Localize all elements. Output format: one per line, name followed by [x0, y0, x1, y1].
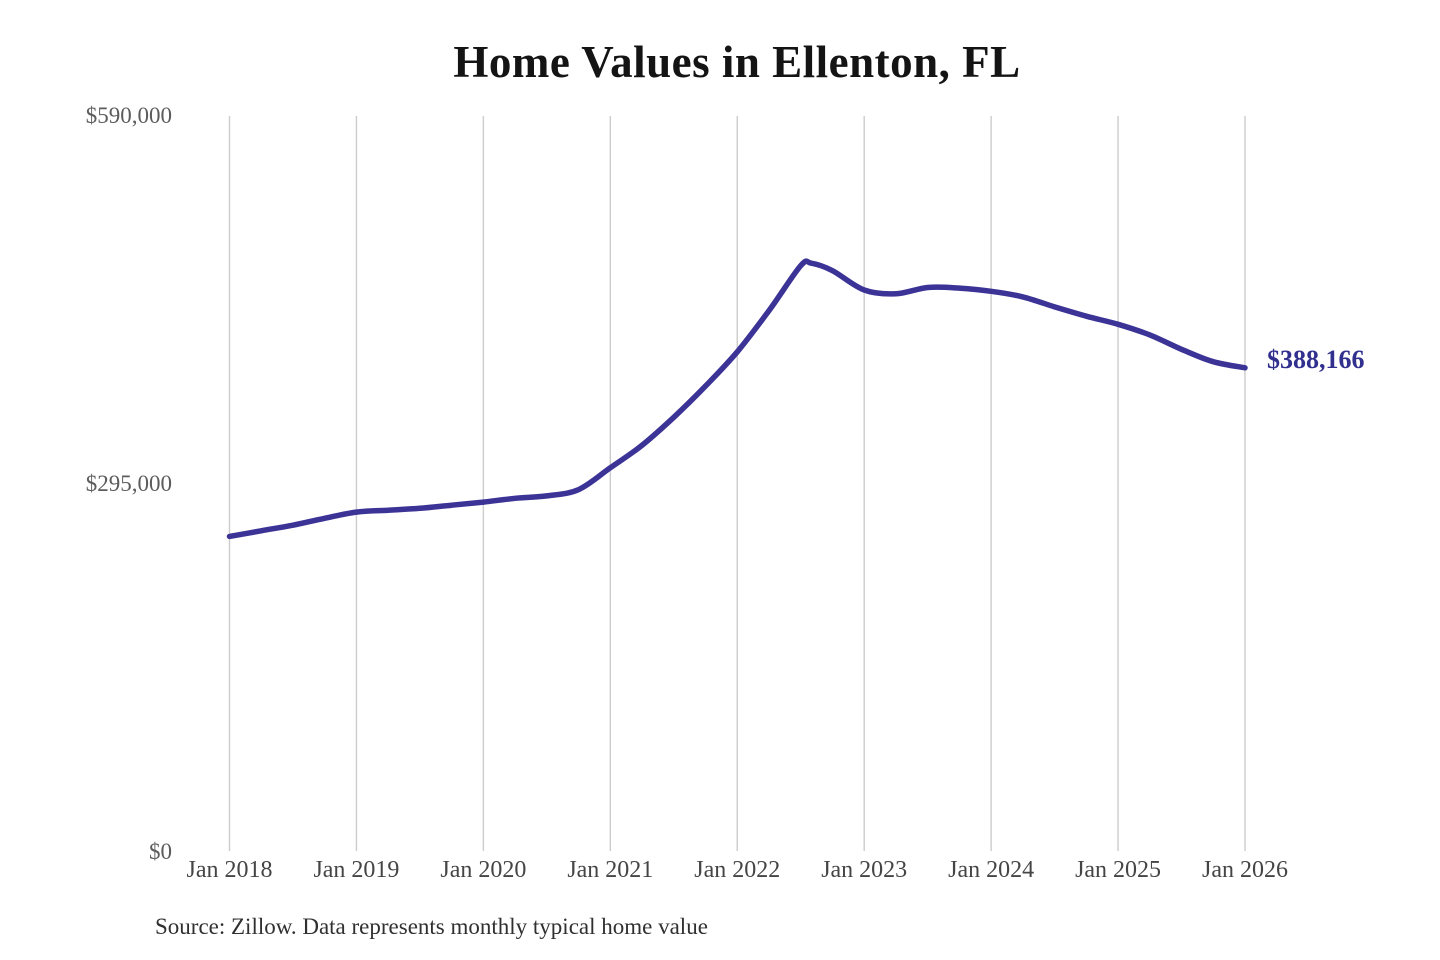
y-tick-label: $295,000	[85, 471, 172, 496]
x-tick-label: Jan 2018	[186, 857, 273, 883]
x-tick-label: Jan 2020	[440, 857, 527, 883]
home-value-line	[226, 258, 1248, 540]
x-tick-label: Jan 2023	[821, 857, 908, 883]
y-tick-label: $590,000	[85, 103, 172, 128]
end-value-label: $388,166	[1267, 344, 1365, 374]
x-tick-label: Jan 2022	[694, 857, 781, 883]
gridlines	[228, 116, 1246, 851]
x-tick-label: Jan 2026	[1202, 857, 1288, 883]
x-tick-label: Jan 2021	[567, 857, 654, 883]
source-note: Source: Zillow. Data represents monthly …	[155, 914, 708, 939]
chart-title: Home Values in Ellenton, FL	[453, 37, 1021, 87]
y-tick-label: $0	[149, 839, 172, 864]
x-tick-label: Jan 2024	[948, 857, 1035, 883]
x-tick-label: Jan 2019	[313, 857, 400, 883]
x-tick-label: Jan 2025	[1075, 857, 1162, 883]
